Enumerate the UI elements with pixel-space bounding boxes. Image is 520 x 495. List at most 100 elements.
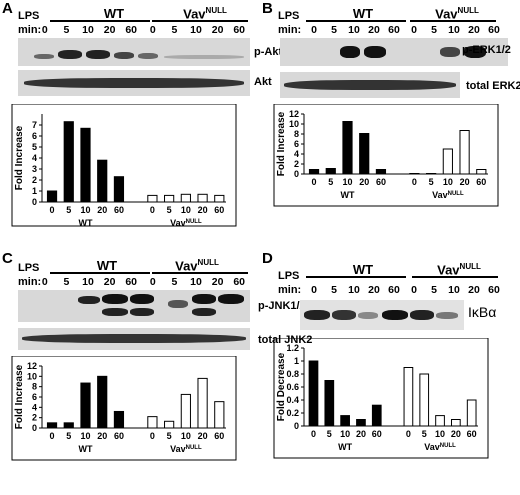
bar <box>476 169 487 175</box>
timepoint-label: 0 <box>411 284 417 296</box>
group-wt-d: WT <box>352 262 374 277</box>
lps-label-c: LPS <box>18 262 40 274</box>
x-tick-label: 0 <box>312 177 317 187</box>
timepoint-label: 0 <box>149 276 156 288</box>
bar <box>113 176 125 203</box>
group-vav-c: VavNULL <box>175 258 219 274</box>
timepoint-label: 0 <box>311 24 317 36</box>
y-axis-label: Fold Increase <box>14 364 25 429</box>
min-label-d: min: <box>278 284 302 296</box>
x-tick-label: 10 <box>340 429 350 439</box>
superscript: NULL <box>440 443 456 449</box>
wt-line-a <box>50 20 150 22</box>
timepoint-label: 10 <box>190 276 202 288</box>
timepoint-label: 5 <box>431 24 437 36</box>
timepoint-label: 10 <box>448 284 460 296</box>
wt-line-d <box>306 276 406 278</box>
timepoint-label: 60 <box>488 24 500 36</box>
x-tick-label: 5 <box>167 205 172 215</box>
x-tick-label: 0 <box>150 205 155 215</box>
wt-line-b <box>306 20 406 22</box>
y-tick-label: 0 <box>294 169 299 179</box>
timepoint-label: 60 <box>233 276 246 288</box>
x-tick-label: 0 <box>406 429 411 439</box>
panel-label-c: C <box>2 250 13 267</box>
min-label-c: min: <box>18 276 42 288</box>
x-tick-label: 20 <box>198 205 208 215</box>
timepoint-label: 0 <box>311 284 317 296</box>
bar <box>435 415 445 427</box>
vav-line-c <box>152 272 248 274</box>
superscript: NULL <box>186 445 202 451</box>
x-tick-label: 20 <box>451 429 461 439</box>
group-label: VavNULL <box>170 444 202 454</box>
timepoint-label: 0 <box>149 24 156 36</box>
group-label: VavNULL <box>424 442 456 452</box>
lps-label-d: LPS <box>278 270 300 282</box>
bar <box>46 190 58 203</box>
panel-label-b: B <box>262 0 273 17</box>
x-tick-label: 10 <box>342 177 352 187</box>
group-vav-b: VavNULL <box>435 6 479 22</box>
bar <box>356 419 366 427</box>
wt-line-c <box>50 272 150 274</box>
x-tick-label: 0 <box>412 177 417 187</box>
x-tick-label: 60 <box>114 205 124 215</box>
y-tick-label: 0.2 <box>286 408 299 418</box>
bar <box>419 373 430 427</box>
timepoint-label: 5 <box>431 284 437 296</box>
x-tick-label: 60 <box>114 431 124 441</box>
timepoint-label: 5 <box>171 24 178 36</box>
vav-line-b <box>410 20 496 22</box>
x-tick-label: 5 <box>327 429 332 439</box>
bar <box>180 393 191 429</box>
blot-total-jnk <box>18 328 250 350</box>
group-label: WT <box>78 444 92 454</box>
min-label-a: min: <box>18 24 42 36</box>
x-tick-label: 60 <box>376 177 386 187</box>
x-tick-label: 0 <box>50 431 55 441</box>
group-label: VavNULL <box>170 218 202 228</box>
y-tick-label: 6 <box>294 139 299 149</box>
timepoint-label: 20 <box>103 276 116 288</box>
blot-p-jnk <box>18 290 250 322</box>
bar <box>459 130 470 175</box>
chart-d: 0 0.2 0.4 0.6 0.8 1 1.2 Fold Decrease 0 5 10 20 60 WT… <box>266 337 496 488</box>
y-axis-label: Fold Decrease <box>276 352 287 421</box>
superscript: NULL <box>448 191 464 197</box>
timepoint-label: 5 <box>331 284 337 296</box>
x-tick-label: 0 <box>150 431 155 441</box>
y-tick-label: 10 <box>27 371 37 381</box>
timepoint-label: 10 <box>82 276 94 288</box>
x-tick-label: 20 <box>359 177 369 187</box>
group-wt-a: WT <box>103 6 125 21</box>
y-tick-label: 0 <box>32 197 37 207</box>
blot-total-erk <box>280 72 460 98</box>
x-tick-label: 20 <box>97 431 107 441</box>
bar <box>308 360 319 427</box>
y-tick-label: 2 <box>294 159 299 169</box>
bar <box>197 193 208 203</box>
bar <box>308 169 320 175</box>
label-p-erk: p-ERK1/2 <box>462 44 511 56</box>
y-tick-label: 1 <box>32 186 37 196</box>
timepoint-row-c: 0 5 10 20 60 0 5 10 20 60 <box>34 276 250 290</box>
timepoint-label: 60 <box>388 24 400 36</box>
blot-p-erk <box>280 38 508 66</box>
x-tick-label: 20 <box>356 429 366 439</box>
y-tick-label: 0.6 <box>286 382 299 392</box>
timepoint-label: 20 <box>468 284 480 296</box>
timepoint-label: 5 <box>331 24 337 36</box>
y-tick-label: 6 <box>32 392 37 402</box>
x-tick-label: 0 <box>311 429 316 439</box>
x-tick-label: 5 <box>167 431 172 441</box>
panel-label-a: A <box>2 0 13 17</box>
bar <box>63 422 74 429</box>
chart-a: 0 1 2 3 4 5 6 7 Fold Increase 0 5 10 20 60 WT 0 5 10 20 60 V… <box>4 103 244 234</box>
bar <box>113 410 125 429</box>
blot-p-akt <box>18 38 250 66</box>
y-tick-label: 0.8 <box>286 369 299 379</box>
y-tick-label: 6 <box>32 131 37 141</box>
